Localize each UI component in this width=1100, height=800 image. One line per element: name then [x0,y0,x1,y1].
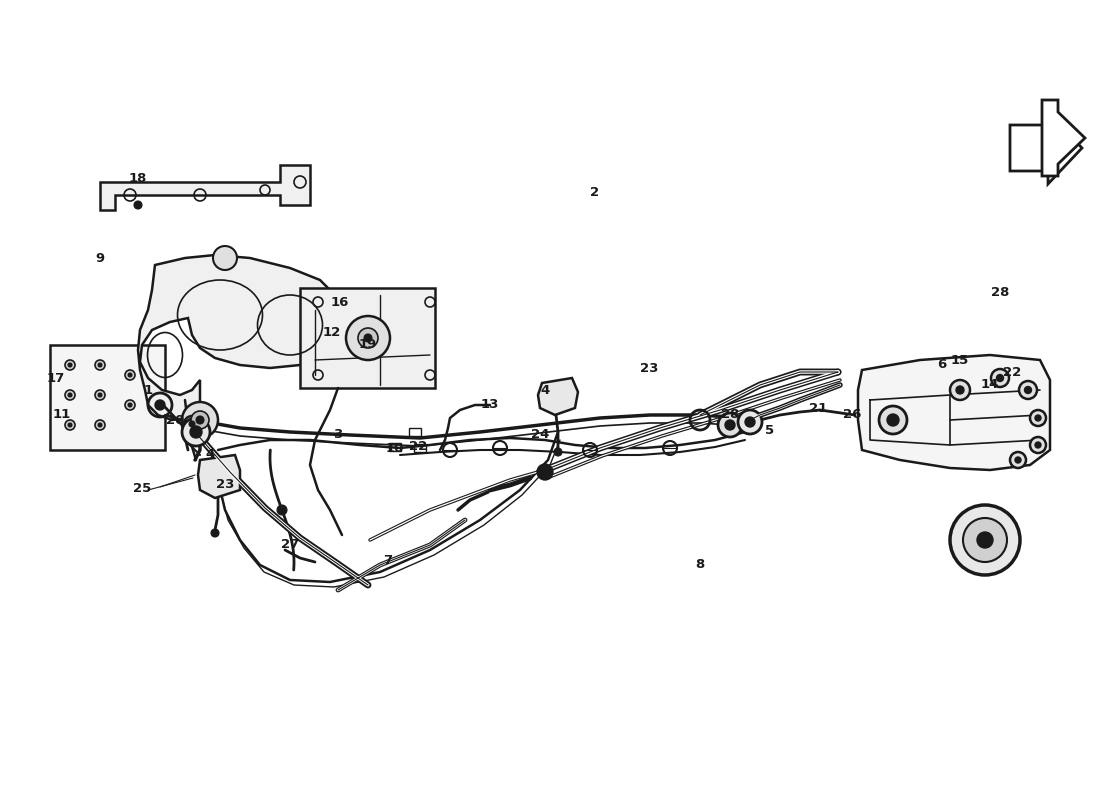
Circle shape [991,369,1009,387]
Circle shape [155,400,165,410]
Circle shape [213,246,236,270]
Text: 23: 23 [216,478,234,491]
Polygon shape [138,255,342,420]
Circle shape [950,380,970,400]
Circle shape [977,532,993,548]
Text: 8: 8 [695,558,705,571]
Polygon shape [1010,112,1082,184]
Circle shape [537,464,553,480]
Text: 10: 10 [386,442,404,454]
Circle shape [191,411,209,429]
Polygon shape [538,378,578,415]
Circle shape [1035,415,1041,421]
Text: 28: 28 [720,409,739,422]
Circle shape [68,393,72,397]
Polygon shape [858,355,1050,470]
Circle shape [738,410,762,434]
Text: 6: 6 [937,358,947,371]
Text: 4: 4 [540,383,550,397]
Text: 24: 24 [531,429,549,442]
Circle shape [1010,452,1026,468]
Circle shape [65,390,75,400]
Text: 17: 17 [47,371,65,385]
Text: 28: 28 [991,286,1009,298]
Circle shape [1024,386,1032,394]
Circle shape [346,316,390,360]
Bar [389,443,402,451]
Bar [50,345,165,450]
Circle shape [718,413,743,437]
Text: 15: 15 [950,354,969,366]
Circle shape [887,414,899,426]
Text: 16: 16 [331,297,349,310]
Circle shape [190,426,202,438]
Circle shape [128,373,132,377]
Text: 27: 27 [280,538,299,551]
Circle shape [1019,381,1037,399]
Text: 23: 23 [640,362,658,374]
Text: 26: 26 [843,409,861,422]
Circle shape [1035,442,1041,448]
Text: 19: 19 [359,338,377,351]
Text: 22: 22 [409,441,427,454]
Text: 4: 4 [206,449,214,462]
Circle shape [182,402,218,438]
Circle shape [956,386,964,394]
Circle shape [125,400,135,410]
Circle shape [95,420,104,430]
Circle shape [1030,410,1046,426]
Bar [409,428,421,436]
Circle shape [98,423,102,427]
Text: 12: 12 [323,326,341,339]
Text: 1: 1 [143,383,153,397]
Circle shape [134,201,142,209]
Circle shape [745,417,755,427]
Text: 21: 21 [808,402,827,414]
Circle shape [277,505,287,515]
Circle shape [98,363,102,367]
Bar [300,288,434,388]
Bar [414,444,426,452]
Circle shape [211,529,219,537]
Polygon shape [100,165,310,210]
Circle shape [95,390,104,400]
Circle shape [95,360,104,370]
Text: 25: 25 [133,482,151,494]
Circle shape [554,448,562,456]
Text: 2: 2 [591,186,600,199]
Polygon shape [198,455,240,498]
Text: 22: 22 [1003,366,1021,378]
Circle shape [1015,457,1021,463]
Circle shape [68,363,72,367]
Circle shape [962,518,1006,562]
Circle shape [98,393,102,397]
Circle shape [182,418,210,446]
Circle shape [1030,437,1046,453]
Circle shape [68,423,72,427]
Circle shape [65,420,75,430]
Circle shape [364,334,372,342]
Text: 13: 13 [481,398,499,411]
Circle shape [196,416,204,424]
Text: 11: 11 [53,409,72,422]
Text: 5: 5 [766,423,774,437]
Circle shape [879,406,908,434]
Circle shape [128,403,132,407]
Text: 7: 7 [384,554,393,566]
Text: 14: 14 [981,378,999,391]
Circle shape [950,505,1020,575]
Circle shape [125,370,135,380]
Text: 9: 9 [96,251,104,265]
Text: 18: 18 [129,171,147,185]
Text: 20: 20 [166,414,184,426]
Circle shape [65,360,75,370]
Circle shape [358,328,378,348]
Circle shape [997,374,1003,382]
Circle shape [189,421,195,427]
Circle shape [725,420,735,430]
Polygon shape [1042,100,1085,176]
Text: 3: 3 [333,429,342,442]
